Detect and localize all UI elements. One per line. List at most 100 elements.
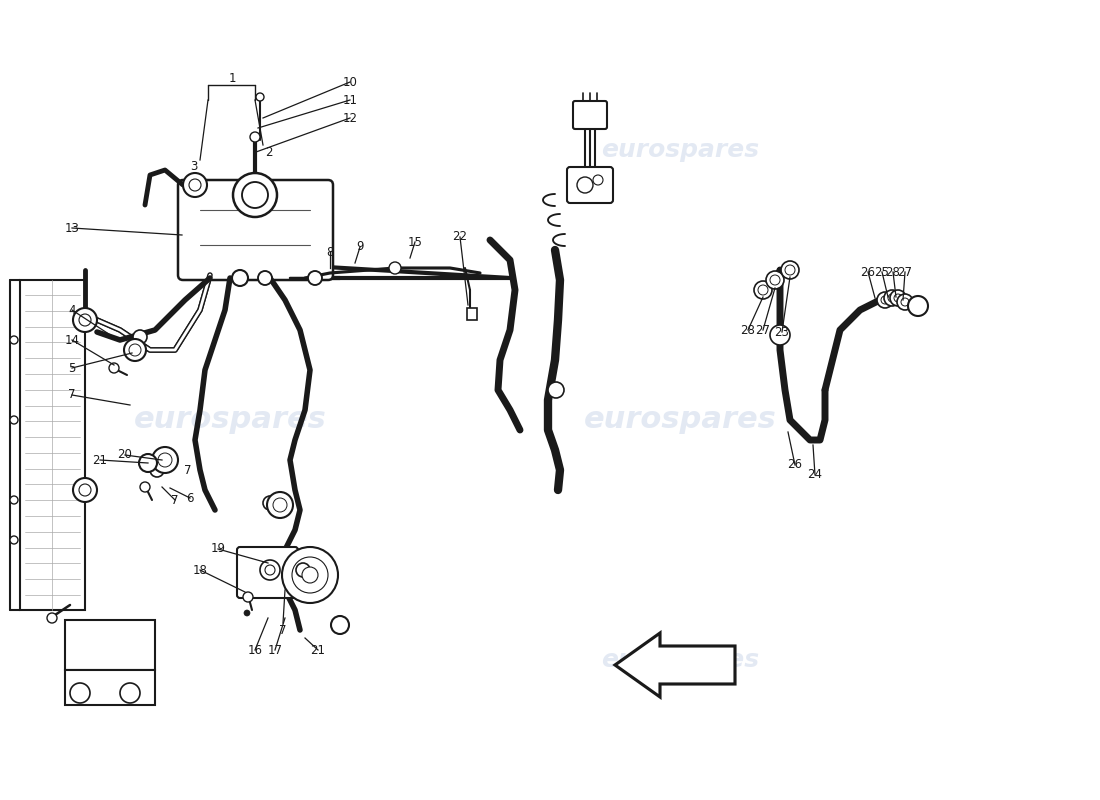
Circle shape — [302, 567, 318, 583]
Circle shape — [758, 285, 768, 295]
Text: 3: 3 — [190, 161, 198, 174]
Text: 12: 12 — [342, 111, 358, 125]
Text: 23: 23 — [774, 326, 790, 338]
Circle shape — [79, 314, 91, 326]
Circle shape — [593, 175, 603, 185]
Circle shape — [884, 290, 900, 306]
Circle shape — [296, 563, 310, 577]
Circle shape — [785, 265, 795, 275]
Circle shape — [10, 416, 18, 424]
Text: 7: 7 — [185, 463, 191, 477]
Circle shape — [754, 281, 772, 299]
Circle shape — [258, 271, 272, 285]
Text: 6: 6 — [186, 491, 194, 505]
Text: 28: 28 — [886, 266, 901, 278]
Circle shape — [10, 496, 18, 504]
Text: 27: 27 — [756, 323, 770, 337]
Circle shape — [770, 325, 790, 345]
Circle shape — [120, 683, 140, 703]
Text: eurospares: eurospares — [601, 648, 759, 672]
Text: 7: 7 — [172, 494, 178, 506]
Text: 28: 28 — [740, 323, 756, 337]
Text: 19: 19 — [210, 542, 225, 555]
Text: eurospares: eurospares — [601, 138, 759, 162]
Circle shape — [265, 565, 275, 575]
FancyBboxPatch shape — [236, 547, 298, 598]
Circle shape — [282, 547, 338, 603]
Circle shape — [124, 339, 146, 361]
Text: 7: 7 — [279, 623, 287, 637]
Text: 9: 9 — [356, 241, 364, 254]
Circle shape — [79, 484, 91, 496]
Circle shape — [244, 610, 250, 616]
Circle shape — [10, 336, 18, 344]
Text: 4: 4 — [68, 303, 76, 317]
Text: 1: 1 — [229, 71, 235, 85]
Circle shape — [243, 592, 253, 602]
Circle shape — [578, 177, 593, 193]
Circle shape — [250, 132, 260, 142]
Text: 26: 26 — [788, 458, 803, 471]
Text: 10: 10 — [342, 75, 358, 89]
Circle shape — [877, 292, 893, 308]
Text: 14: 14 — [65, 334, 79, 346]
Circle shape — [152, 447, 178, 473]
Text: 15: 15 — [408, 235, 422, 249]
Circle shape — [189, 179, 201, 191]
Circle shape — [129, 344, 141, 356]
Circle shape — [273, 498, 287, 512]
Circle shape — [881, 296, 889, 304]
Text: 21: 21 — [310, 643, 326, 657]
Text: 5: 5 — [68, 362, 76, 374]
Circle shape — [781, 261, 799, 279]
Circle shape — [548, 382, 564, 398]
Text: 22: 22 — [452, 230, 468, 243]
Circle shape — [233, 173, 277, 217]
Text: eurospares: eurospares — [133, 406, 327, 434]
FancyBboxPatch shape — [573, 101, 607, 129]
Circle shape — [73, 308, 97, 332]
Circle shape — [109, 363, 119, 373]
Circle shape — [901, 298, 909, 306]
Circle shape — [139, 454, 157, 472]
Text: 8: 8 — [327, 246, 333, 258]
Circle shape — [331, 616, 349, 634]
Circle shape — [766, 271, 784, 289]
Circle shape — [770, 275, 780, 285]
Circle shape — [158, 453, 172, 467]
Text: 27: 27 — [898, 266, 913, 278]
Bar — [20, 280, 85, 610]
Circle shape — [47, 613, 57, 623]
Circle shape — [894, 294, 902, 302]
Text: 24: 24 — [807, 469, 823, 482]
Text: 11: 11 — [342, 94, 358, 106]
Text: eurospares: eurospares — [584, 406, 777, 434]
Circle shape — [70, 683, 90, 703]
Text: 2: 2 — [265, 146, 273, 158]
Circle shape — [263, 496, 277, 510]
Circle shape — [260, 560, 280, 580]
Bar — [65, 620, 155, 670]
Circle shape — [256, 93, 264, 101]
Circle shape — [242, 182, 268, 208]
Circle shape — [890, 290, 906, 306]
Circle shape — [292, 557, 328, 593]
Circle shape — [908, 296, 928, 316]
Circle shape — [133, 330, 147, 344]
Circle shape — [888, 294, 896, 302]
Polygon shape — [615, 633, 735, 697]
Circle shape — [896, 294, 913, 310]
Circle shape — [73, 478, 97, 502]
Circle shape — [389, 262, 402, 274]
Text: 7: 7 — [68, 389, 76, 402]
Bar — [468, 308, 477, 320]
Circle shape — [267, 492, 293, 518]
Circle shape — [150, 463, 164, 477]
Text: 21: 21 — [92, 454, 108, 466]
Text: 13: 13 — [65, 222, 79, 234]
FancyBboxPatch shape — [178, 180, 333, 280]
Text: 20: 20 — [118, 449, 132, 462]
Text: 17: 17 — [267, 643, 283, 657]
FancyBboxPatch shape — [566, 167, 613, 203]
Circle shape — [232, 270, 248, 286]
